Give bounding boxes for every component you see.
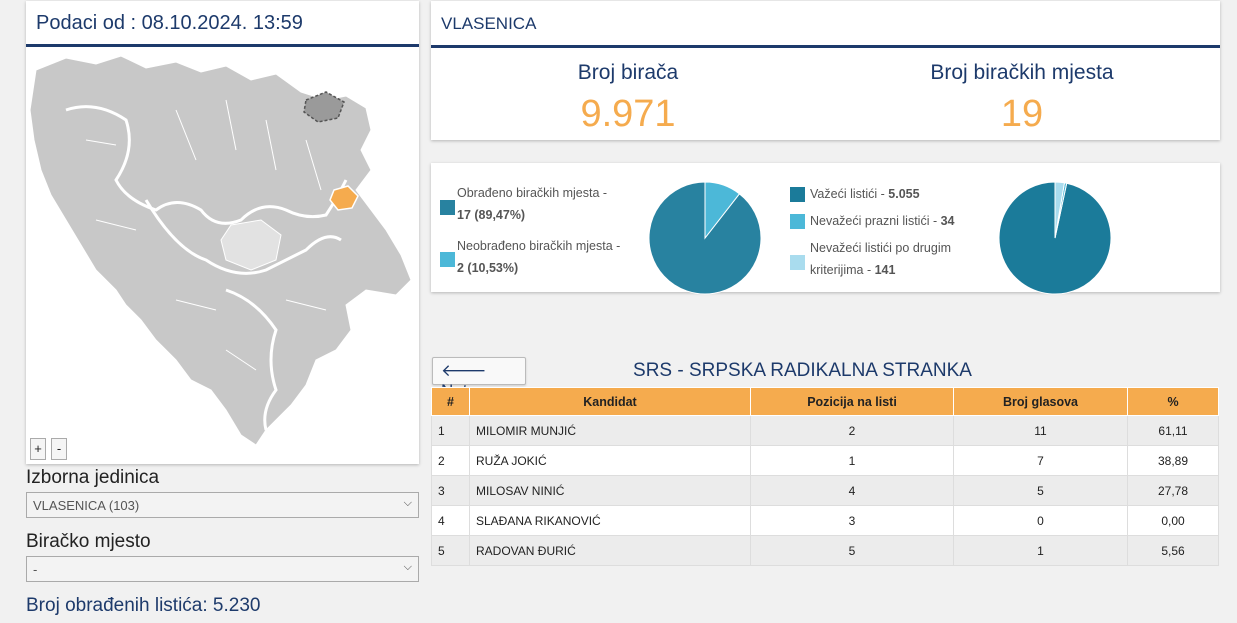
legend-swatch-other-invalid	[790, 255, 805, 270]
chevron-down-icon: ⌵	[403, 561, 412, 573]
col-candidate[interactable]: Kandidat	[469, 387, 751, 416]
row-votes: 0	[953, 505, 1128, 536]
legend-processed-text: Obrađeno biračkih mjesta -	[457, 186, 608, 200]
arrow-left-icon: 🡐	[441, 361, 487, 380]
legend-valid: Važeći listići - 5.055	[810, 183, 920, 205]
legend-other-invalid: Nevažeći listići po drugim kriterijima -…	[810, 237, 951, 281]
row-votes: 1	[953, 535, 1128, 566]
row-candidate: RUŽA JOKIĆ	[469, 445, 751, 476]
polling-station-label: Biračko mjesto	[26, 531, 151, 552]
legend-valid-value: 5.055	[888, 187, 920, 201]
legend-blank-value: 34	[940, 214, 955, 228]
row-percent: 38,89	[1127, 445, 1219, 476]
table-row[interactable]: 4 SLAĐANA RIKANOVIĆ 3 0 0,00	[431, 505, 1219, 536]
voters-value: 9.971	[580, 93, 676, 135]
polling-station-select[interactable]: - ⌵	[26, 556, 419, 582]
col-votes[interactable]: Broj glasova	[953, 387, 1128, 416]
municipality-info-panel: VLASENICA Broj birača 9.971 Broj birački…	[431, 1, 1220, 140]
legend-processed: Obrađeno biračkih mjesta - 17 (89,47%)	[457, 182, 607, 226]
legend-swatch-processed	[440, 200, 455, 215]
voters-label: Broj birača	[577, 61, 679, 84]
legend-unprocessed: Neobrađeno biračkih mjesta - 2 (10,53%)	[457, 235, 620, 279]
row-percent: 61,11	[1127, 415, 1219, 446]
row-votes: 11	[953, 415, 1128, 446]
col-percent[interactable]: %	[1127, 387, 1219, 416]
map-svg[interactable]	[26, 50, 419, 464]
row-votes: 7	[953, 445, 1128, 476]
row-position: 5	[750, 535, 954, 566]
table-row[interactable]: 2 RUŽA JOKIĆ 1 7 38,89	[431, 445, 1219, 476]
pie-stations-slice-1[interactable]	[704, 181, 741, 240]
back-button[interactable]: 🡐 Natrag	[432, 357, 526, 400]
legend-valid-text: Važeći listići -	[810, 187, 889, 201]
row-percent: 5,56	[1127, 535, 1219, 566]
processed-ballots-count: Broj obrađenih listića: 5.230	[26, 595, 261, 616]
legend-swatch-valid	[790, 187, 805, 202]
polling-station-value: -	[33, 562, 38, 577]
results-table: # Kandidat Pozicija na listi Broj glasov…	[431, 387, 1219, 566]
row-number: 1	[431, 415, 470, 446]
stations-label: Broj biračkih mjesta	[930, 61, 1114, 84]
map-entity-boundary-3	[225, 288, 278, 431]
row-position: 3	[750, 505, 954, 536]
row-position: 4	[750, 475, 954, 506]
electoral-unit-select[interactable]: VLASENICA (103) ⌵	[26, 492, 419, 518]
table-row[interactable]: 3 MILOSAV NINIĆ 4 5 27,78	[431, 475, 1219, 506]
electoral-unit-value: VLASENICA (103)	[33, 498, 140, 513]
row-candidate: SLAĐANA RIKANOVIĆ	[469, 505, 751, 536]
legend-processed-value: 17 (89,47%)	[457, 208, 526, 222]
map-region-vlasenica	[329, 185, 359, 211]
pie-ballots-slice-2[interactable]	[1054, 181, 1066, 239]
legend-unprocessed-value: 2 (10,53%)	[457, 261, 519, 275]
row-candidate: MILOMIR MUNJIĆ	[469, 415, 751, 446]
pie-chart-stations[interactable]	[648, 181, 762, 295]
row-number: 2	[431, 445, 470, 476]
legend-blank: Nevažeći prazni listići - 34	[810, 210, 955, 232]
row-percent: 0,00	[1127, 505, 1219, 536]
col-position[interactable]: Pozicija na listi	[750, 387, 954, 416]
table-row[interactable]: 1 MILOMIR MUNJIĆ 2 11 61,11	[431, 415, 1219, 446]
map-region-brcko	[303, 91, 345, 123]
legend-swatch-blank	[790, 214, 805, 229]
chevron-down-icon: ⌵	[403, 497, 412, 509]
map-entity-boundary-2	[144, 199, 342, 275]
row-number: 4	[431, 505, 470, 536]
col-number[interactable]: #	[431, 387, 470, 416]
map-inner-lines	[85, 99, 327, 371]
data-timestamp: Podaci od : 08.10.2024. 13:59	[26, 1, 419, 47]
table-header-row: # Kandidat Pozicija na listi Broj glasov…	[431, 387, 1219, 416]
party-title: SRS - SRPSKA RADIKALNA STRANKA	[633, 360, 972, 381]
row-position: 1	[750, 445, 954, 476]
row-candidate: RADOVAN ĐURIĆ	[469, 535, 751, 566]
row-number: 5	[431, 535, 470, 566]
map-entity-boundary	[65, 105, 348, 225]
legend-other-text: Nevažeći listići po drugim	[810, 241, 952, 255]
legend-other-text2: kriterijima -	[810, 263, 875, 277]
row-position: 2	[750, 415, 954, 446]
row-votes: 5	[953, 475, 1128, 506]
map-country-shape	[29, 55, 412, 446]
zoom-out-button[interactable]: -	[51, 438, 67, 460]
pie-stations-slice-0[interactable]	[648, 181, 762, 295]
zoom-in-button[interactable]: +	[30, 438, 46, 460]
legend-swatch-unprocessed	[440, 252, 455, 267]
table-row[interactable]: 5 RADOVAN ĐURIĆ 5 1 5,56	[431, 535, 1219, 566]
bih-map[interactable]	[26, 50, 419, 464]
row-percent: 27,78	[1127, 475, 1219, 506]
legend-blank-text: Nevažeći prazni listići -	[810, 214, 941, 228]
stations-stat: Broj biračkih mjesta 19	[825, 61, 1219, 136]
pie-chart-ballots[interactable]	[998, 181, 1112, 295]
map-region-light	[220, 219, 282, 271]
voters-stat: Broj birača 9.971	[431, 61, 825, 136]
pie-charts-panel: Obrađeno biračkih mjesta - 17 (89,47%) N…	[431, 163, 1220, 295]
municipality-title: VLASENICA	[431, 1, 1220, 48]
legend-unprocessed-text: Neobrađeno biračkih mjesta -	[457, 239, 621, 253]
legend-other-value: 141	[874, 263, 896, 277]
electoral-unit-label: Izborna jedinica	[26, 467, 160, 488]
map-panel: Podaci od : 08.10.2024. 13:59	[26, 1, 419, 464]
row-number: 3	[431, 475, 470, 506]
row-candidate: MILOSAV NINIĆ	[469, 475, 751, 506]
stations-value: 19	[1000, 93, 1044, 135]
